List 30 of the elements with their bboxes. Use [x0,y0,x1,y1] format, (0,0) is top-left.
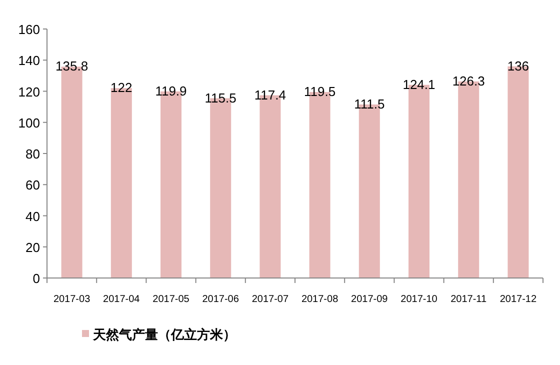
data-label: 119.5 [304,84,336,100]
data-label: 124.1 [402,76,436,92]
data-label: 117.4 [254,87,286,102]
x-tick-label: 2017-03 [53,294,91,305]
data-label: 122 [110,80,132,96]
x-tick-label: 2017-05 [152,294,190,305]
y-tick-label: 100 [18,115,40,130]
x-tick-label: 2017-08 [301,294,339,305]
data-label: 136 [507,58,530,74]
x-tick-label: 2017-12 [500,294,537,305]
data-label: 135.8 [56,58,88,74]
x-tick-label: 2017-07 [252,294,289,305]
y-tick-label: 60 [26,178,40,193]
y-tick-label: 20 [26,240,40,255]
x-tick-label: 2017-10 [400,294,438,305]
x-tick-label: 2017-04 [103,294,140,305]
x-tick-label: 2017-06 [202,294,240,305]
legend-label: 天然气产量（亿立方米） [92,327,236,342]
data-label: 115.5 [204,90,236,106]
y-tick-label: 160 [18,22,40,37]
y-tick-label: 0 [32,271,40,286]
y-tick-label: 120 [18,84,40,100]
x-tick-label: 2017-11 [450,294,488,305]
y-tick-label: 80 [26,146,40,162]
data-label: 119.9 [155,83,187,98]
data-label: 111.5 [354,96,385,112]
y-tick-label: 40 [26,208,40,224]
data-label: 126.3 [452,73,485,88]
x-tick-label: 2017-09 [351,294,388,305]
y-tick-label: 140 [18,53,40,68]
